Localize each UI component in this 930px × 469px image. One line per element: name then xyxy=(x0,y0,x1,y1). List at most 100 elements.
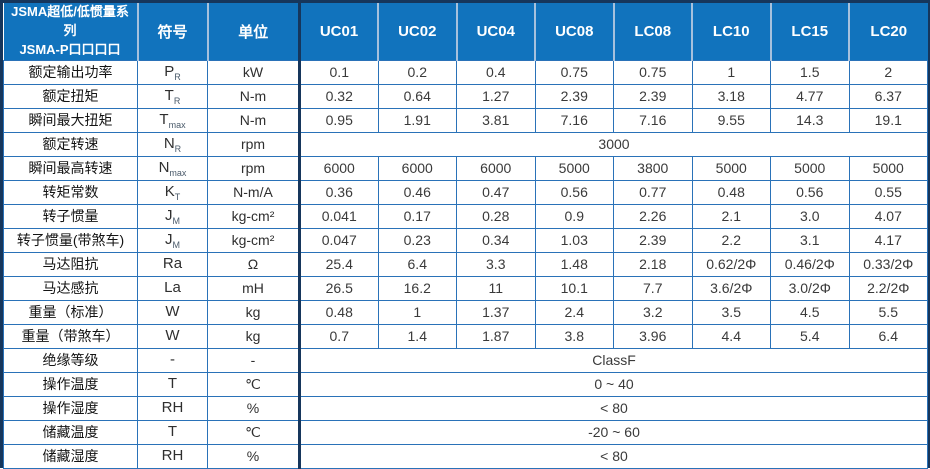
merged-value-cell: 0 ~ 40 xyxy=(298,371,928,397)
value-cell: 2.2/2Φ xyxy=(848,275,928,301)
value-cell: 1.4 xyxy=(377,323,457,349)
row-symbol: T xyxy=(137,371,208,397)
symbol-main: W xyxy=(165,326,180,344)
value-cell: 1 xyxy=(377,299,457,325)
row-label: 转子惯量 xyxy=(3,203,138,229)
row-symbol: JM xyxy=(137,203,208,229)
value-cell: 25.4 xyxy=(298,251,379,277)
value-cell: 5.5 xyxy=(848,299,928,325)
row-label: 瞬间最高转速 xyxy=(3,155,138,181)
value-cell: 1.91 xyxy=(377,107,457,133)
value-cell: 0.33/2Φ xyxy=(848,251,928,277)
value-cell: 1.03 xyxy=(534,227,614,253)
symbol-subscript: max xyxy=(169,167,187,178)
value-cell: 0.047 xyxy=(298,227,379,253)
row-label: 额定输出功率 xyxy=(3,59,138,85)
symbol-main: J xyxy=(165,206,173,224)
row-unit: rpm xyxy=(207,131,300,157)
value-cell: 3.18 xyxy=(691,83,771,109)
value-cell: 6000 xyxy=(298,155,379,181)
value-cell: 1.5 xyxy=(770,59,850,85)
row-symbol: NR xyxy=(137,131,208,157)
value-cell: 0.17 xyxy=(377,203,457,229)
symbol-subscript: max xyxy=(168,119,186,130)
table-header: JSMA超低/低惯量系列 JSMA-P口口口口 符号 单位 UC01 UC02 … xyxy=(3,3,928,61)
value-cell: 1.87 xyxy=(456,323,536,349)
column-header-model-lc20: LC20 xyxy=(848,3,928,61)
table-row: 马达阻抗 Ra Ω 25.4 6.4 3.3 1.48 2.18 0.62/2Φ 0.46/2Φ 0… xyxy=(3,251,928,277)
value-cell: 0.56 xyxy=(770,179,850,205)
row-unit: kW xyxy=(207,59,300,85)
value-cell: 3.96 xyxy=(613,323,693,349)
value-cell: 7.7 xyxy=(613,275,693,301)
value-cell: 5000 xyxy=(848,155,928,181)
value-cell: 0.47 xyxy=(456,179,536,205)
value-cell: 0.2 xyxy=(377,59,457,85)
value-cell: 10.1 xyxy=(534,275,614,301)
value-cell: 0.55 xyxy=(848,179,928,205)
value-cell: 19.1 xyxy=(848,107,928,133)
table-row: 绝缘等级 - - ClassF xyxy=(3,347,928,373)
value-cell: 2.18 xyxy=(613,251,693,277)
row-unit: kg xyxy=(207,299,300,325)
row-label: 重量（标准） xyxy=(3,299,138,325)
column-header-model-lc15: LC15 xyxy=(769,3,849,61)
symbol-main: RH xyxy=(161,398,184,416)
merged-value-cell: ClassF xyxy=(298,347,928,373)
value-cell: 0.36 xyxy=(298,179,379,205)
symbol-main: K xyxy=(164,182,175,200)
value-cell: 0.75 xyxy=(534,59,614,85)
row-unit: kg-cm² xyxy=(207,227,300,253)
value-cell: 1 xyxy=(691,59,771,85)
row-unit: ℃ xyxy=(207,371,300,397)
row-symbol: RH xyxy=(137,443,208,469)
value-cell: 3.2 xyxy=(613,299,693,325)
row-unit: % xyxy=(207,443,300,469)
value-cell: 3.0 xyxy=(770,203,850,229)
value-cell: 0.75 xyxy=(613,59,693,85)
series-title-cell: JSMA超低/低惯量系列 JSMA-P口口口口 xyxy=(3,3,138,61)
table-body: 额定输出功率 PR kW 0.1 0.2 0.4 0.75 0.75 1 1.5 2 额定扭矩 TR N-… xyxy=(3,59,928,469)
row-label: 额定扭矩 xyxy=(3,83,138,109)
merged-value-cell: -20 ~ 60 xyxy=(298,419,928,445)
table-row: 储藏温度 T ℃ -20 ~ 60 xyxy=(3,419,928,445)
value-cell: 0.64 xyxy=(377,83,457,109)
value-cell: 0.48 xyxy=(691,179,771,205)
row-label: 转子惯量(带煞车) xyxy=(3,227,138,253)
row-unit: kg xyxy=(207,323,300,349)
value-cell: 1.37 xyxy=(456,299,536,325)
value-cell: 0.28 xyxy=(456,203,536,229)
symbol-main: RH xyxy=(161,446,184,464)
value-cell: 0.56 xyxy=(534,179,614,205)
value-cell: 4.07 xyxy=(848,203,928,229)
series-title-line1: JSMA超低/低惯量系列 xyxy=(11,4,129,38)
symbol-main: J xyxy=(165,230,173,248)
row-unit: kg-cm² xyxy=(207,203,300,229)
row-symbol: Tmax xyxy=(137,107,208,133)
value-cell: 2.26 xyxy=(613,203,693,229)
row-symbol: TR xyxy=(137,83,208,109)
row-symbol: - xyxy=(137,347,208,373)
symbol-subscript: R xyxy=(174,71,181,82)
row-label: 瞬间最大扭矩 xyxy=(3,107,138,133)
value-cell: 1.27 xyxy=(456,83,536,109)
row-unit: Ω xyxy=(207,251,300,277)
table-row: 转子惯量(带煞车) JM kg-cm² 0.047 0.23 0.34 1.03 2.39 2.… xyxy=(3,227,928,253)
symbol-subscript: T xyxy=(174,191,181,202)
row-symbol: W xyxy=(137,323,208,349)
row-unit: ℃ xyxy=(207,419,300,445)
value-cell: 3.8 xyxy=(534,323,614,349)
table-row: 转矩常数 KT N-m/A 0.36 0.46 0.47 0.56 0.77 0.48 0.56 0… xyxy=(3,179,928,205)
value-cell: 2 xyxy=(848,59,928,85)
row-symbol: W xyxy=(137,299,208,325)
value-cell: 6.37 xyxy=(848,83,928,109)
row-unit: N-m xyxy=(207,83,300,109)
value-cell: 3.6/2Φ xyxy=(691,275,771,301)
value-cell: 14.3 xyxy=(770,107,850,133)
table-row: 额定扭矩 TR N-m 0.32 0.64 1.27 2.39 2.39 3.18 4.77 6.3… xyxy=(3,83,928,109)
value-cell: 0.7 xyxy=(298,323,379,349)
row-symbol: JM xyxy=(137,227,208,253)
value-cell: 0.62/2Φ xyxy=(691,251,771,277)
